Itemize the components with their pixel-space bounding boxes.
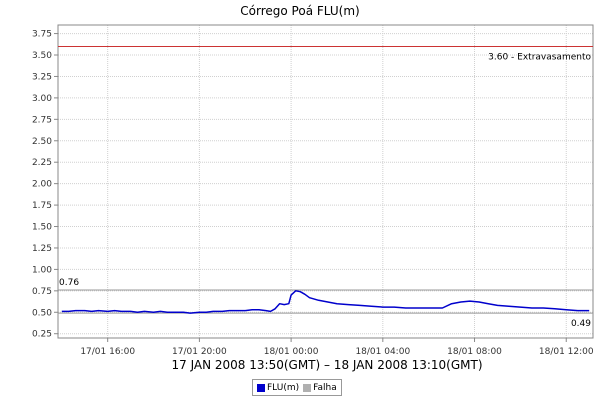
legend-item-flu: FLU(m) bbox=[257, 383, 299, 393]
x-tick-label: 18/01 04:00 bbox=[355, 347, 410, 357]
y-tick-label: 1.25 bbox=[32, 244, 52, 254]
x-tick-label: 18/01 00:00 bbox=[264, 347, 319, 357]
legend-label-flu: FLU(m) bbox=[267, 382, 300, 393]
axes: 0.25 0.50 0.75 1.00 1.25 1.50 1.75 2.00 2.25 2.50… bbox=[32, 30, 594, 357]
x-axis-label: 17 JAN 2008 13:50(GMT) – 18 JAN 2008 13:… bbox=[171, 358, 482, 372]
legend: FLU(m) Falha bbox=[252, 379, 342, 396]
y-tick-label: 1.75 bbox=[32, 201, 52, 211]
x-tick-label: 18/01 12:00 bbox=[539, 347, 594, 357]
legend-swatch-flu bbox=[257, 383, 265, 392]
y-tick-label: 0.50 bbox=[32, 308, 52, 318]
y-tick-label: 3.50 bbox=[32, 51, 52, 61]
y-tick-label: 0.25 bbox=[32, 330, 52, 340]
y-tick-label: 2.00 bbox=[32, 180, 52, 190]
y-tick-label: 3.25 bbox=[32, 72, 52, 82]
series-line bbox=[61, 290, 590, 314]
chart-title: Córrego Poá FLU(m) bbox=[240, 4, 359, 18]
reference-line-label: 0.76 bbox=[59, 278, 79, 288]
legend-item-falha: Falha bbox=[303, 383, 337, 393]
y-tick-label: 2.25 bbox=[32, 158, 52, 168]
y-tick-label: 3.75 bbox=[32, 30, 52, 40]
legend-swatch-falha bbox=[303, 383, 312, 392]
y-tick-label: 3.00 bbox=[32, 94, 52, 104]
y-tick-label: 0.75 bbox=[32, 287, 52, 297]
reference-line-label: 0.49 bbox=[571, 319, 591, 329]
y-tick-label: 2.50 bbox=[32, 137, 52, 147]
x-tick-label: 18/01 08:00 bbox=[447, 347, 502, 357]
y-tick-label: 2.75 bbox=[32, 115, 52, 125]
legend-label-falha: Falha bbox=[313, 382, 337, 393]
series-layer bbox=[61, 290, 590, 314]
plot-area-frame bbox=[57, 24, 594, 339]
y-tick-label: 1.00 bbox=[32, 265, 52, 275]
y-tick-label: 1.50 bbox=[32, 223, 52, 233]
reference-lines: 3.60 - Extravasamento 0.76 0.49 bbox=[58, 45, 593, 329]
grid bbox=[58, 25, 593, 338]
x-tick-label: 17/01 16:00 bbox=[80, 347, 135, 357]
reference-line-label: 3.60 - Extravasamento bbox=[488, 52, 591, 62]
x-tick-label: 17/01 20:00 bbox=[172, 347, 227, 357]
